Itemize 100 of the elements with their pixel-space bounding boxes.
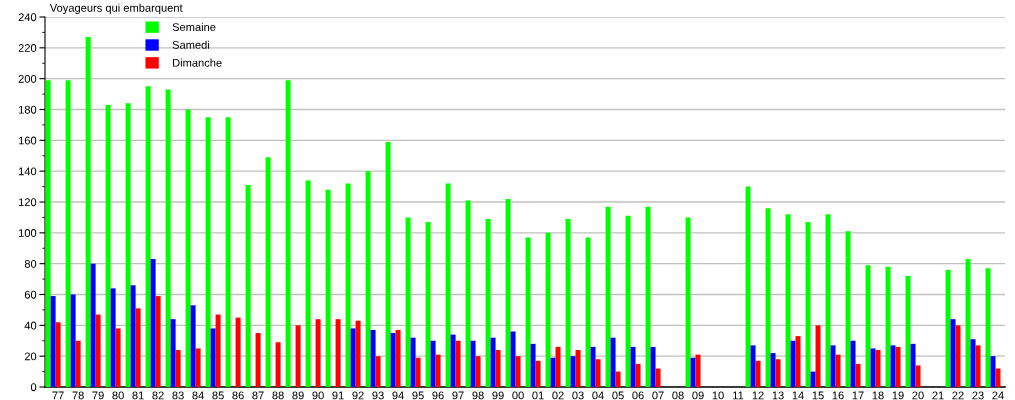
x-tick-label: 06 — [632, 391, 644, 400]
x-tick-label: 20 — [912, 391, 924, 400]
bar — [85, 37, 91, 387]
bar — [430, 340, 436, 387]
bar — [905, 276, 911, 387]
y-tick-label: 60 — [24, 290, 37, 299]
x-tick-label: 11 — [733, 391, 744, 400]
bar — [375, 356, 381, 387]
bar — [485, 218, 491, 387]
bar — [690, 357, 696, 387]
bar — [775, 359, 781, 387]
bar — [530, 343, 536, 387]
bar — [385, 141, 391, 387]
bar — [95, 314, 101, 387]
bar — [895, 346, 901, 387]
bar — [245, 185, 251, 387]
bar — [835, 354, 841, 387]
bar — [845, 231, 851, 387]
x-tick-label: 85 — [212, 391, 224, 400]
bar — [75, 340, 81, 387]
x-tick-label: 04 — [592, 391, 604, 400]
x-tick-label: 24 — [992, 391, 1004, 400]
bar — [185, 109, 191, 387]
bar — [175, 350, 181, 387]
bar — [915, 365, 921, 387]
bar — [650, 346, 656, 387]
x-tick-label: 96 — [432, 391, 444, 400]
bar — [985, 268, 991, 387]
bar — [305, 180, 311, 387]
x-tick-label: 89 — [292, 391, 304, 400]
x-tick-label: 16 — [832, 391, 844, 400]
bar — [615, 371, 621, 387]
x-tick-label: 07 — [652, 391, 664, 400]
bar — [65, 80, 71, 387]
x-tick-label: 78 — [72, 391, 84, 400]
y-tick-label: 100 — [18, 229, 37, 237]
bar — [950, 319, 956, 387]
bar — [595, 359, 601, 387]
bar — [345, 183, 351, 387]
x-tick-label: 90 — [312, 391, 324, 400]
x-tick-label: 98 — [472, 391, 484, 400]
x-tick-label: 77 — [52, 391, 64, 400]
x-tick-label: 93 — [372, 391, 384, 400]
bar — [70, 294, 76, 387]
bar — [555, 346, 561, 387]
bar — [625, 215, 631, 387]
bar — [855, 363, 861, 387]
bar — [685, 217, 691, 387]
x-tick-label: 02 — [552, 391, 564, 400]
bar — [205, 117, 211, 387]
bar — [975, 345, 981, 387]
bar — [635, 363, 641, 387]
bar — [235, 317, 241, 387]
bar — [150, 259, 156, 387]
bar — [425, 222, 431, 387]
x-tick-label: 99 — [492, 391, 504, 400]
bar — [505, 198, 511, 387]
bar — [165, 89, 171, 387]
y-tick-label: 200 — [18, 74, 37, 83]
x-tick-label: 81 — [132, 391, 144, 400]
bar — [490, 337, 496, 387]
bar — [790, 340, 796, 387]
bar — [390, 333, 396, 387]
legend-label: Dimanche — [173, 58, 222, 67]
y-tick-label: 240 — [18, 13, 37, 22]
bar — [510, 331, 516, 387]
bar — [125, 103, 131, 387]
bar — [645, 206, 651, 387]
x-tick-label: 09 — [692, 391, 704, 400]
bar — [765, 208, 771, 387]
bar — [825, 214, 831, 387]
bar — [415, 357, 421, 387]
bar — [525, 237, 531, 387]
x-tick-label: 21 — [932, 391, 944, 400]
bar — [450, 334, 456, 387]
x-tick-label: 17 — [852, 391, 864, 400]
bar — [255, 333, 261, 387]
bar — [355, 320, 361, 387]
x-tick-label: 83 — [172, 391, 184, 400]
bar — [265, 157, 271, 387]
bar — [850, 340, 856, 387]
bar — [750, 345, 756, 387]
bar — [170, 319, 176, 387]
bar — [130, 285, 136, 387]
bar — [335, 319, 341, 387]
bar — [565, 218, 571, 387]
bar — [370, 329, 376, 387]
bar — [890, 345, 896, 387]
bar — [965, 259, 971, 387]
bar — [815, 325, 821, 387]
x-tick-label: 86 — [232, 391, 244, 400]
bar — [585, 237, 591, 387]
x-tick-label: 13 — [772, 391, 784, 400]
bar — [55, 322, 61, 387]
bar — [875, 350, 881, 387]
bar — [910, 343, 916, 387]
bar — [435, 354, 441, 387]
bar — [115, 328, 121, 387]
y-tick-label: 40 — [24, 321, 37, 330]
x-tick-label: 12 — [752, 391, 764, 400]
